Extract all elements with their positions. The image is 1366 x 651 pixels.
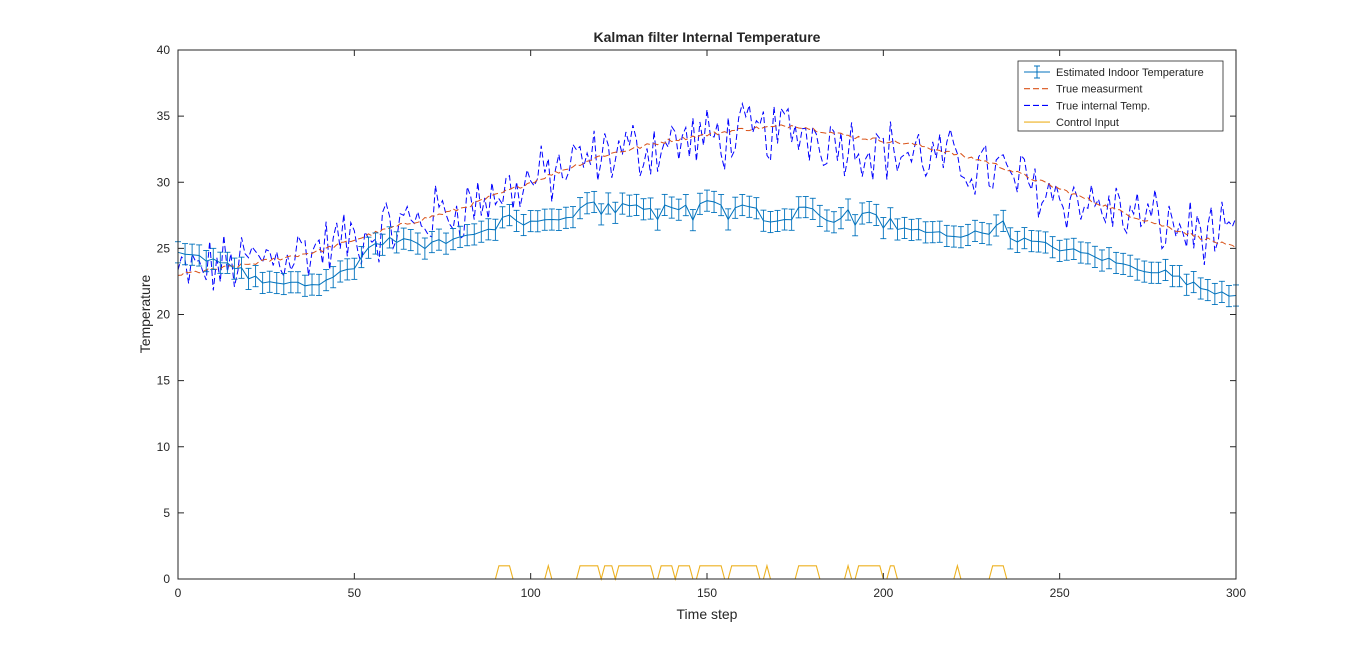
x-tick-label: 300	[1226, 586, 1246, 600]
chart-title: Kalman filter Internal Temperature	[594, 29, 821, 45]
y-tick-label: 5	[163, 506, 170, 520]
x-axis-label: Time step	[677, 606, 738, 622]
y-tick-label: 20	[157, 308, 171, 322]
ticks-layer: 0 50 100 150 200 250 300 0 5 10 15 20 25 30 35 40	[157, 43, 1247, 600]
x-tick-label: 50	[348, 586, 362, 600]
y-tick-label: 0	[163, 572, 170, 586]
y-tick-label: 30	[157, 175, 171, 189]
y-tick-label: 15	[157, 374, 171, 388]
legend-label: True internal Temp.	[1056, 100, 1150, 112]
y-tick-label: 10	[157, 440, 171, 454]
y-tick-label: 35	[157, 109, 171, 123]
series-true-internal-temp-line	[177, 101, 1237, 291]
y-tick-label: 40	[157, 43, 171, 57]
x-tick-label: 250	[1050, 586, 1070, 600]
plot-area	[178, 50, 1236, 579]
legend-box	[1017, 60, 1224, 132]
x-tick-label: 200	[873, 586, 893, 600]
y-axis-label: Temperature	[137, 274, 153, 353]
series-layer	[175, 101, 1239, 582]
x-tick-label: 150	[697, 586, 717, 600]
legend-label: Estimated Indoor Temperature	[1056, 67, 1204, 79]
series-estimated-line	[177, 200, 1237, 297]
legend-label: True measurment	[1056, 84, 1142, 96]
x-tick-label: 0	[175, 586, 182, 600]
x-tick-label: 100	[521, 586, 541, 600]
legend-label: Control Input	[1056, 117, 1119, 129]
y-tick-label: 25	[157, 241, 171, 255]
legend: Estimated Indoor Temperature True measurm…	[1017, 60, 1224, 132]
series-true-measurement-line	[177, 124, 1237, 276]
